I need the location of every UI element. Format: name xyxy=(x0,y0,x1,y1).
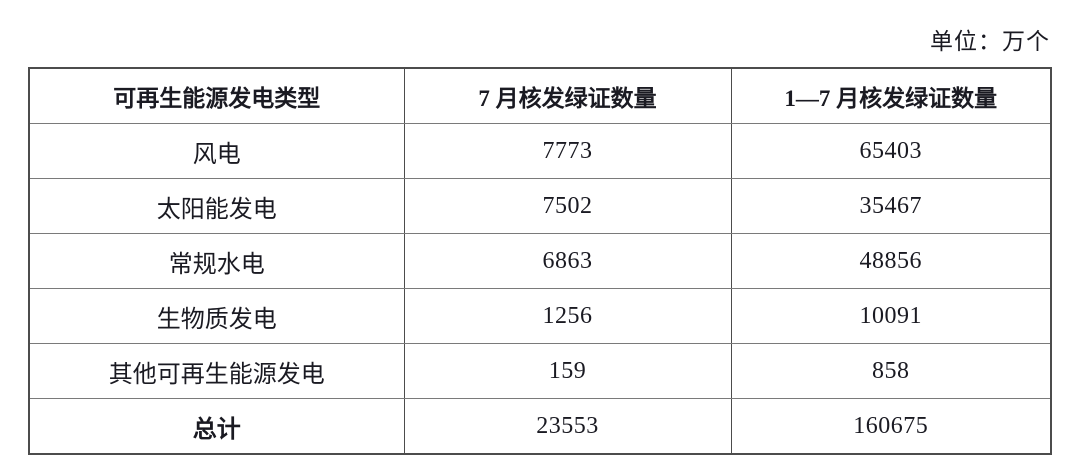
cell-category: 太阳能发电 xyxy=(28,178,405,234)
cell-jan-july-value: 65403 xyxy=(730,123,1052,179)
header-july-count: 7 月核发绿证数量 xyxy=(403,67,732,124)
header-jan-july-count: 1—7 月核发绿证数量 xyxy=(730,67,1052,124)
table-row-total: 总计 23553 160675 xyxy=(28,398,1052,455)
cell-jan-july-value: 35467 xyxy=(730,178,1052,234)
cell-july-value: 7773 xyxy=(403,123,732,179)
cell-category: 其他可再生能源发电 xyxy=(28,343,405,399)
cell-category: 常规水电 xyxy=(28,233,405,289)
table-row-biomass: 生物质发电 1256 10091 xyxy=(28,288,1052,344)
cell-july-total: 23553 xyxy=(403,398,732,455)
table-row-other-renewables: 其他可再生能源发电 159 858 xyxy=(28,343,1052,399)
cell-july-value: 1256 xyxy=(403,288,732,344)
cell-category: 生物质发电 xyxy=(28,288,405,344)
cell-july-value: 7502 xyxy=(403,178,732,234)
header-energy-type: 可再生能源发电类型 xyxy=(28,67,405,124)
cell-category-total: 总计 xyxy=(28,398,405,455)
cell-jan-july-value: 858 xyxy=(730,343,1052,399)
cell-jan-july-total: 160675 xyxy=(730,398,1052,455)
table-row-hydro: 常规水电 6863 48856 xyxy=(28,233,1052,289)
unit-label: 单位：万个 xyxy=(930,29,1050,54)
cell-jan-july-value: 10091 xyxy=(730,288,1052,344)
table-row-wind: 风电 7773 65403 xyxy=(28,123,1052,179)
cell-jan-july-value: 48856 xyxy=(730,233,1052,289)
cell-july-value: 6863 xyxy=(403,233,732,289)
green-certificate-table: 可再生能源发电类型 7 月核发绿证数量 1—7 月核发绿证数量 风电 7773 … xyxy=(28,67,1052,455)
table-row-solar: 太阳能发电 7502 35467 xyxy=(28,178,1052,234)
cell-category: 风电 xyxy=(28,123,405,179)
table-header-row: 可再生能源发电类型 7 月核发绿证数量 1—7 月核发绿证数量 xyxy=(28,67,1052,124)
cell-july-value: 159 xyxy=(403,343,732,399)
